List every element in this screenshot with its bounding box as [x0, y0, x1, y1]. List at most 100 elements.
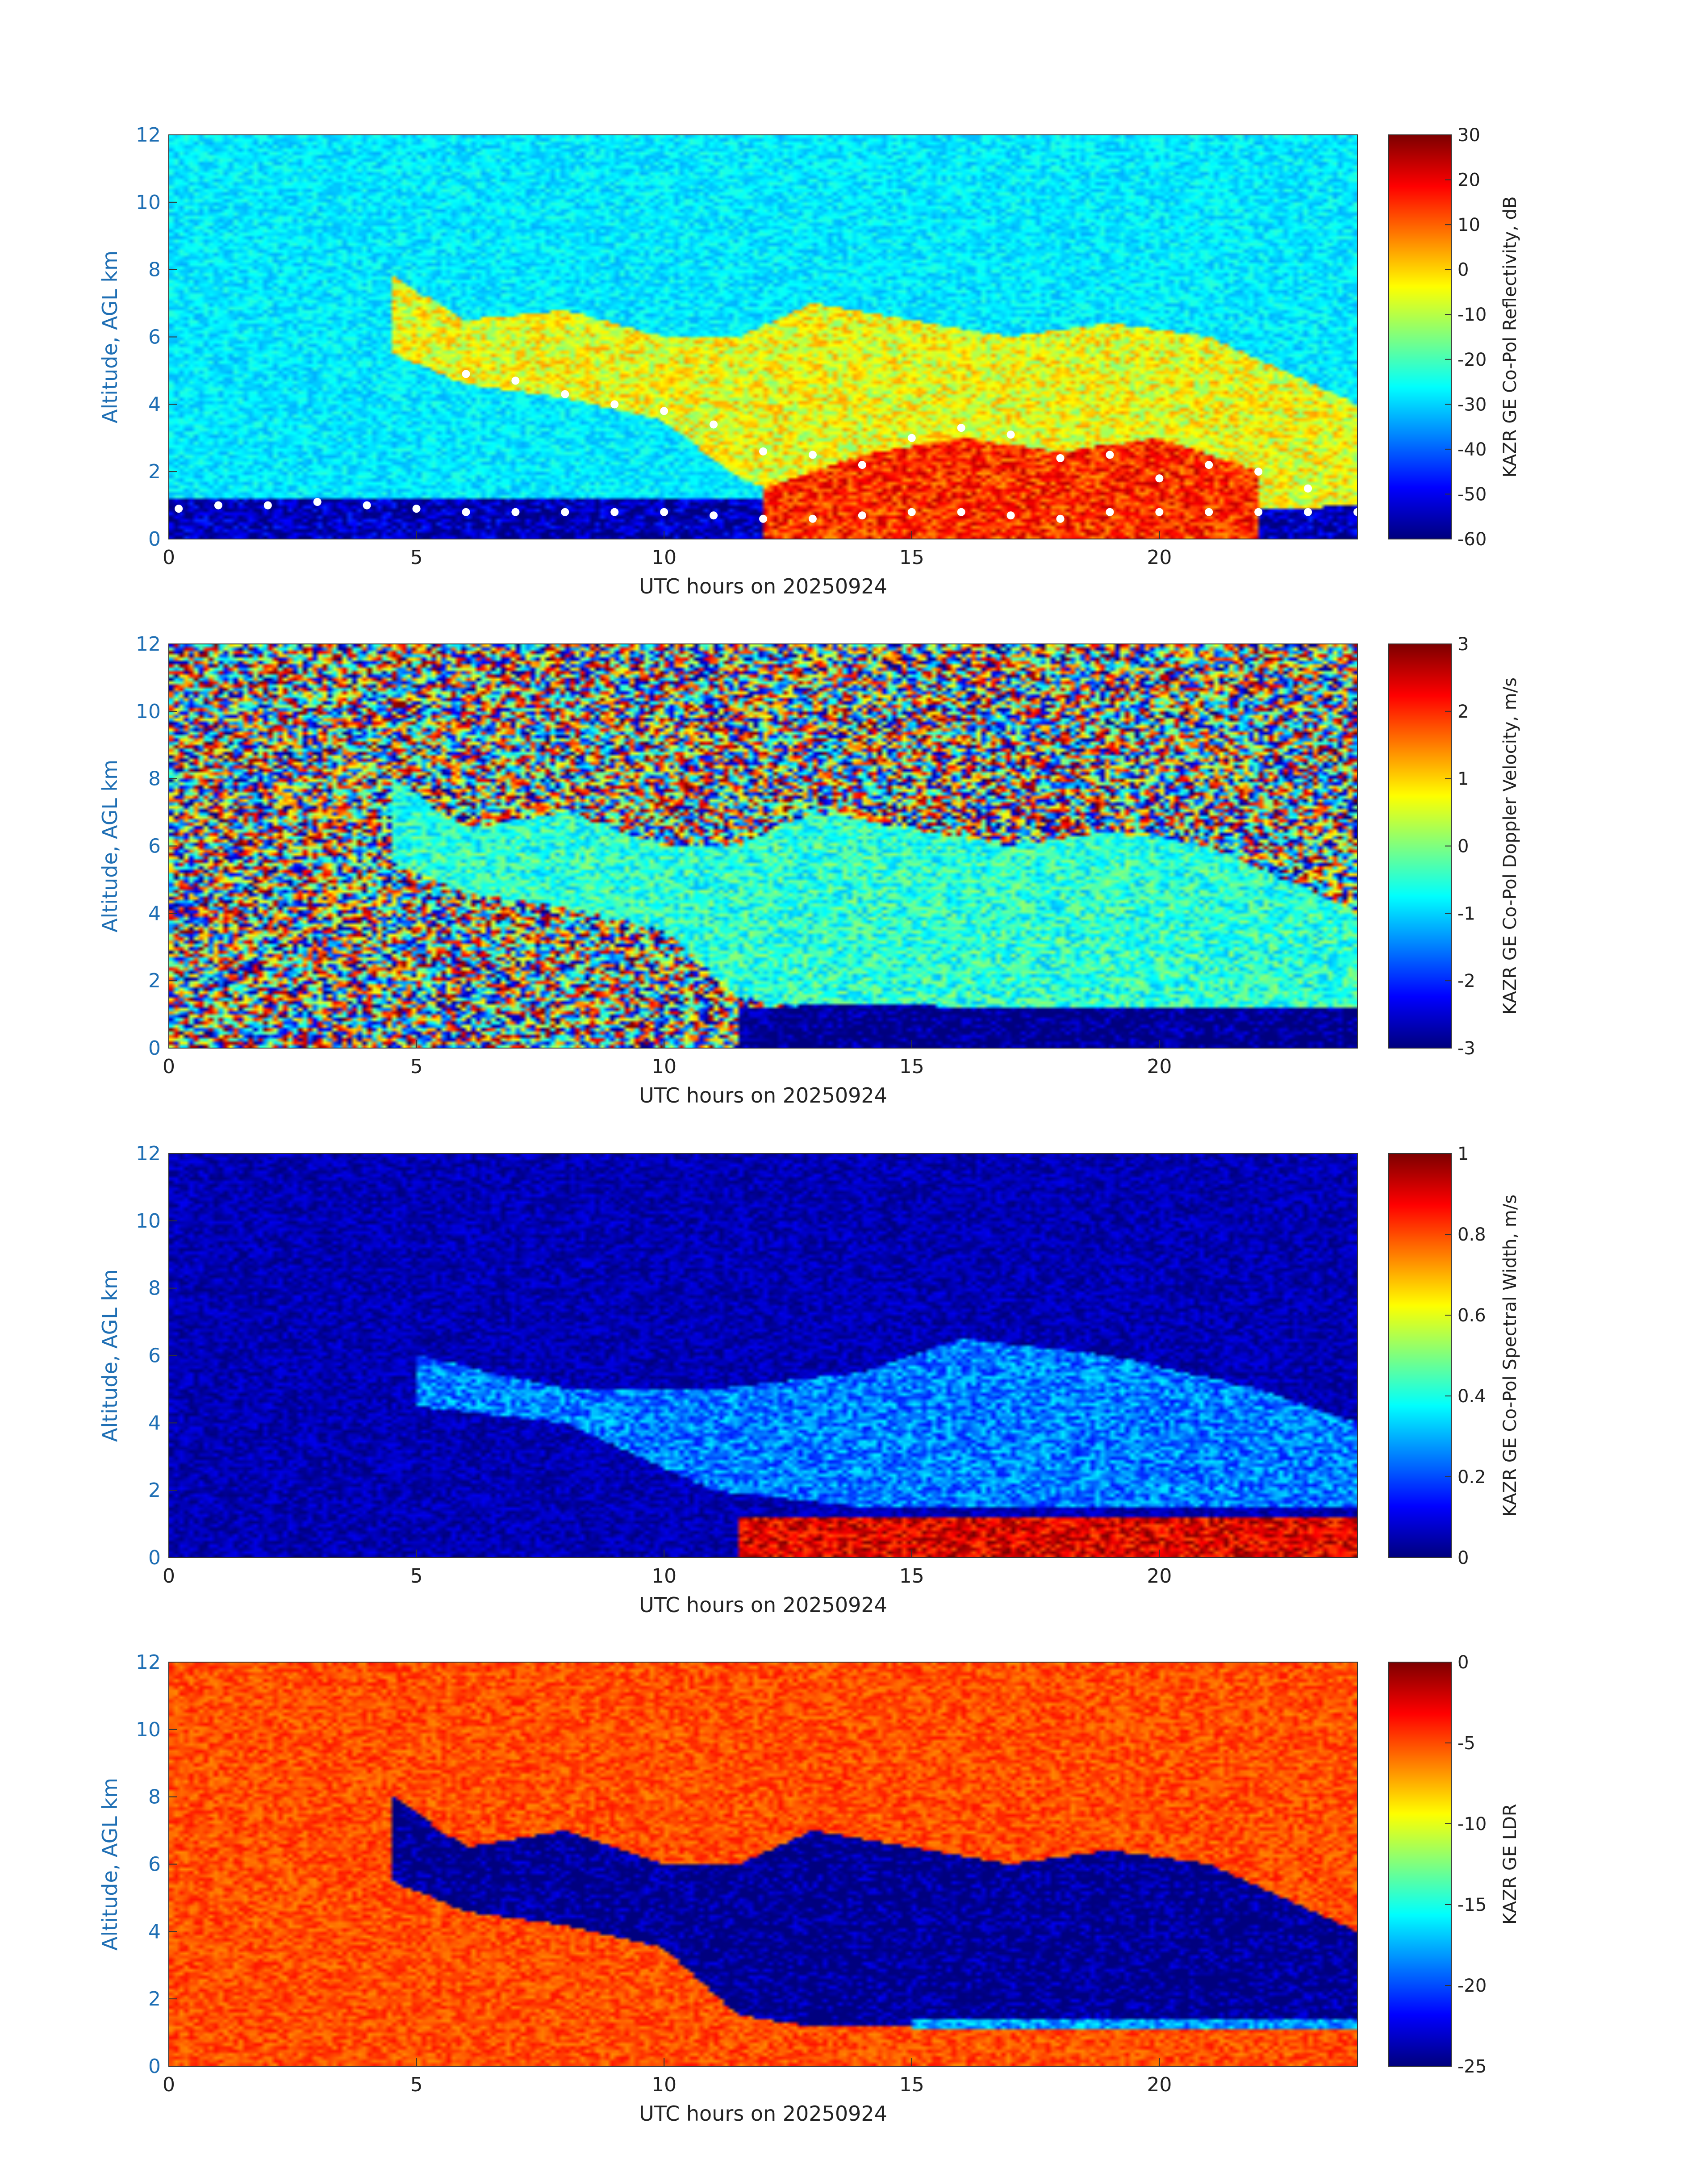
colorbar-label: KAZR GE Co-Pol Doppler Velocity, m/s — [1500, 677, 1520, 1015]
y-tick-label: 8 — [148, 259, 161, 281]
overlay-point — [759, 514, 767, 523]
x-tick-label: 5 — [410, 2073, 423, 2096]
colorbar-tick-label: -50 — [1457, 484, 1487, 505]
colorbar-tick-label: -40 — [1457, 439, 1487, 460]
overlay-point — [412, 505, 421, 513]
colorbar-tick-label: -15 — [1457, 1895, 1487, 1915]
colorbar-tick-label: 1 — [1457, 1144, 1469, 1164]
overlay-point — [759, 447, 767, 455]
colorbar-tick-label: 0.6 — [1457, 1305, 1486, 1326]
y-tick-label: 0 — [148, 528, 161, 551]
x-tick-label: 10 — [651, 1565, 677, 1588]
colorbar-tick-label: 0 — [1457, 836, 1469, 857]
overlay-point — [957, 508, 965, 516]
x-tick-label: 15 — [899, 546, 924, 569]
overlay-point — [1106, 451, 1114, 459]
y-tick-label: 12 — [136, 1651, 161, 1674]
x-tick-label: 15 — [899, 2073, 924, 2096]
colorbar-tick-label: -10 — [1457, 1814, 1487, 1834]
y-tick-label: 2 — [148, 460, 161, 483]
overlay-point — [808, 514, 817, 523]
overlay-point — [214, 501, 222, 510]
x-tick-label: 10 — [651, 1055, 677, 1078]
overlay-point — [1205, 508, 1213, 516]
colorbar-tick-label: 20 — [1457, 170, 1480, 191]
x-tick-label: 5 — [410, 1565, 423, 1588]
overlay-point — [561, 390, 569, 398]
x-tick-label: 0 — [163, 546, 175, 569]
colorbar-tick-label: 10 — [1457, 215, 1480, 235]
overlay-point — [660, 508, 668, 516]
x-tick-label: 20 — [1147, 2073, 1172, 2096]
overlay-point — [363, 501, 371, 510]
x-axis-label: UTC hours on 20250924 — [639, 574, 887, 598]
colorbar — [1389, 644, 1451, 1048]
y-tick-label: 4 — [148, 393, 161, 416]
heatmap-image — [169, 1153, 1357, 1558]
colorbar-tick-label: 2 — [1457, 702, 1469, 722]
overlay-point — [907, 434, 916, 442]
colorbar-tick-label: -3 — [1457, 1038, 1475, 1059]
colorbar-tick-label: 30 — [1457, 125, 1480, 146]
colorbar-tick-label: -5 — [1457, 1733, 1475, 1754]
overlay-point — [1006, 511, 1015, 520]
overlay-point — [561, 508, 569, 516]
y-tick-label: 4 — [148, 1412, 161, 1434]
colorbar — [1389, 1153, 1451, 1558]
y-tick-label: 8 — [148, 1786, 161, 1809]
overlay-point — [858, 511, 866, 520]
x-tick-label: 0 — [163, 1565, 175, 1588]
overlay-point — [957, 424, 965, 432]
overlay-point — [710, 511, 718, 520]
colorbar — [1389, 135, 1451, 539]
y-axis-label: Altitude, AGL km — [98, 1778, 122, 1951]
colorbar-tick-label: -10 — [1457, 305, 1487, 325]
y-tick-label: 12 — [136, 633, 161, 656]
overlay-point — [808, 451, 817, 459]
x-tick-label: 10 — [651, 546, 677, 569]
y-tick-label: 2 — [148, 1988, 161, 2010]
overlay-point — [1006, 430, 1015, 439]
colorbar-label: KAZR GE Co-Pol Reflectivity, dB — [1500, 196, 1520, 478]
y-tick-label: 0 — [148, 2055, 161, 2078]
colorbar-tick-label: -60 — [1457, 529, 1487, 550]
y-tick-label: 2 — [148, 1479, 161, 1502]
x-tick-label: 0 — [163, 1055, 175, 1078]
overlay-point — [462, 370, 470, 378]
overlay-point — [710, 420, 718, 429]
overlay-point — [1254, 468, 1263, 476]
y-tick-label: 6 — [148, 1853, 161, 1876]
heatmap-image — [169, 1662, 1357, 2066]
x-tick-label: 20 — [1147, 1565, 1172, 1588]
overlay-point — [1056, 514, 1065, 523]
y-tick-label: 10 — [136, 1210, 161, 1233]
y-tick-label: 8 — [148, 1277, 161, 1300]
y-tick-label: 10 — [136, 1718, 161, 1741]
overlay-point — [858, 461, 866, 469]
x-tick-label: 0 — [163, 2073, 175, 2096]
x-tick-label: 5 — [410, 546, 423, 569]
overlay-point — [511, 508, 520, 516]
panel-4: 0 5 10 15 20 0 2 4 6 8 10 12 UTC hours on 20250924 Al… — [98, 1651, 1520, 2126]
overlay-point — [511, 376, 520, 385]
y-tick-label: 0 — [148, 1546, 161, 1569]
overlay-point — [907, 508, 916, 516]
heatmap-image — [169, 135, 1357, 539]
overlay-point — [610, 508, 619, 516]
colorbar-tick-label: 1 — [1457, 769, 1469, 790]
colorbar-tick-label: 0.2 — [1457, 1467, 1486, 1488]
overlay-point — [1056, 454, 1065, 462]
y-tick-label: 12 — [136, 124, 161, 146]
x-axis-label: UTC hours on 20250924 — [639, 2102, 887, 2126]
colorbar-tick-label: -2 — [1457, 971, 1475, 991]
x-tick-label: 15 — [899, 1565, 924, 1588]
colorbar-tick-label: 0.8 — [1457, 1224, 1486, 1245]
x-tick-label: 20 — [1147, 1055, 1172, 1078]
x-axis-label: UTC hours on 20250924 — [639, 1593, 887, 1617]
colorbar-label: KAZR GE LDR — [1500, 1804, 1520, 1925]
colorbar-tick-label: -20 — [1457, 350, 1487, 370]
colorbar-frame — [1388, 1662, 1452, 2067]
colorbar-tick-label: -1 — [1457, 903, 1475, 924]
y-tick-label: 10 — [136, 700, 161, 723]
x-tick-label: 5 — [410, 1055, 423, 1078]
